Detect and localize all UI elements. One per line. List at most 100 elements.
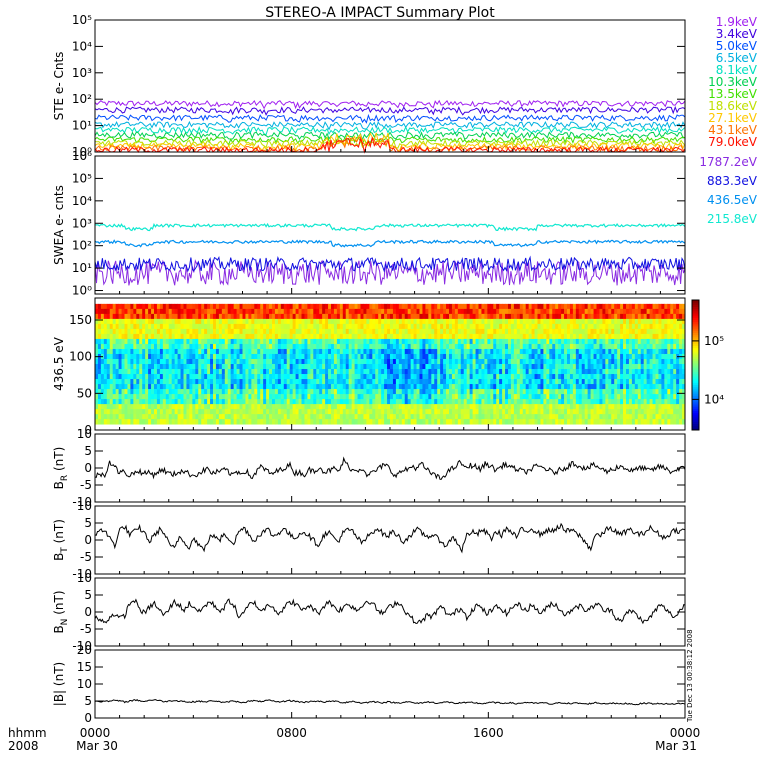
swea-y-tick-label: 10⁰ (72, 284, 92, 298)
heatmap-cell (133, 318, 137, 325)
heatmap-cell (655, 369, 659, 375)
heatmap-cell (575, 414, 580, 420)
heatmap-cell (395, 374, 400, 380)
heatmap-cell (331, 323, 335, 330)
heatmap-cell (425, 374, 429, 380)
heatmap-cell (139, 323, 143, 330)
heatmap-cell (392, 374, 397, 380)
heatmap-cell (434, 308, 438, 315)
heatmap-cell (363, 318, 367, 325)
heatmap-cell (584, 328, 589, 335)
heatmap-cell (375, 348, 379, 355)
colorbar-segment (692, 412, 699, 416)
heatmap-cell (667, 404, 671, 410)
heatmap-cell (413, 389, 417, 395)
heatmap-cell (623, 404, 627, 410)
heatmap-cell (440, 369, 444, 375)
heatmap-cell (292, 338, 296, 345)
heatmap-cell (133, 389, 137, 395)
heatmap-cell (416, 374, 420, 380)
heatmap-cell (345, 389, 350, 395)
heatmap-cell (384, 419, 388, 425)
heatmap-cell (239, 318, 243, 325)
heatmap-cell (221, 333, 226, 340)
heatmap-cell (266, 409, 270, 415)
heatmap-cell (115, 328, 119, 335)
heatmap-cell (463, 404, 468, 410)
heatmap-cell (115, 323, 119, 330)
heatmap-cell (204, 409, 208, 415)
heatmap-cell (599, 369, 603, 375)
heatmap-cell (617, 328, 621, 335)
heatmap-cell (124, 399, 128, 405)
heatmap-cell (390, 343, 394, 350)
heatmap-cell (224, 323, 229, 330)
heatmap-cell (210, 419, 214, 425)
heatmap-cell (637, 384, 642, 390)
heatmap-cell (154, 333, 158, 340)
heatmap-cell (224, 338, 229, 345)
heatmap-cell (283, 338, 288, 345)
heatmap-cell (269, 389, 273, 395)
heatmap-cell (195, 308, 199, 315)
heatmap-cell (124, 409, 128, 415)
heatmap-cell (572, 399, 577, 405)
heatmap-cell (251, 384, 255, 390)
heatmap-cell (401, 399, 406, 405)
heatmap-cell (581, 414, 586, 420)
heatmap-cell (325, 399, 329, 405)
heatmap-cell (198, 313, 202, 320)
heatmap-cell (174, 369, 178, 375)
heatmap-cell (254, 328, 258, 335)
heatmap-cell (664, 348, 668, 355)
heatmap-cell (481, 338, 485, 345)
heatmap-cell (189, 379, 193, 385)
heatmap-cell (207, 399, 211, 405)
heatmap-cell (487, 364, 491, 370)
heatmap-cell (670, 313, 674, 320)
heatmap-cell (510, 364, 515, 370)
heatmap-cell (617, 318, 621, 325)
heatmap-cell (611, 404, 615, 410)
heatmap-cell (531, 419, 535, 425)
heatmap-cell (466, 394, 471, 400)
heatmap-cell (578, 353, 583, 360)
heatmap-cell (351, 328, 355, 335)
heatmap-cell (319, 358, 323, 365)
heatmap-cell (263, 323, 267, 330)
heatmap-cell (233, 348, 237, 355)
heatmap-cell (457, 308, 462, 315)
heatmap-cell (499, 303, 503, 310)
heatmap-cell (328, 328, 332, 335)
heatmap-cell (151, 353, 155, 360)
heatmap-cell (534, 333, 538, 340)
heatmap-cell (516, 364, 521, 370)
heatmap-cell (322, 313, 326, 320)
heatmap-cell (614, 414, 618, 420)
heatmap-cell (534, 389, 538, 395)
heatmap-cell (289, 318, 294, 325)
heatmap-cell (124, 404, 128, 410)
heatmap-cell (537, 389, 541, 395)
heatmap-cell (416, 353, 420, 360)
heatmap-cell (145, 404, 149, 410)
heatmap-cell (213, 394, 217, 400)
heatmap-cell (339, 308, 344, 315)
heatmap-cell (505, 323, 509, 330)
heatmap-cell (204, 303, 208, 310)
heatmap-cell (652, 414, 656, 420)
heatmap-cell (100, 338, 105, 345)
heatmap-cell (148, 389, 152, 395)
heatmap-cell (649, 399, 653, 405)
heatmap-cell (617, 379, 621, 385)
heatmap-cell (581, 409, 586, 415)
heatmap-cell (575, 409, 580, 415)
heatmap-cell (404, 313, 409, 320)
heatmap-cell (664, 308, 668, 315)
heatmap-cell (183, 419, 187, 425)
heatmap-cell (440, 328, 444, 335)
heatmap-cell (528, 394, 532, 400)
heatmap-cell (546, 379, 550, 385)
heatmap-cell (366, 318, 370, 325)
heatmap-cell (360, 348, 364, 355)
